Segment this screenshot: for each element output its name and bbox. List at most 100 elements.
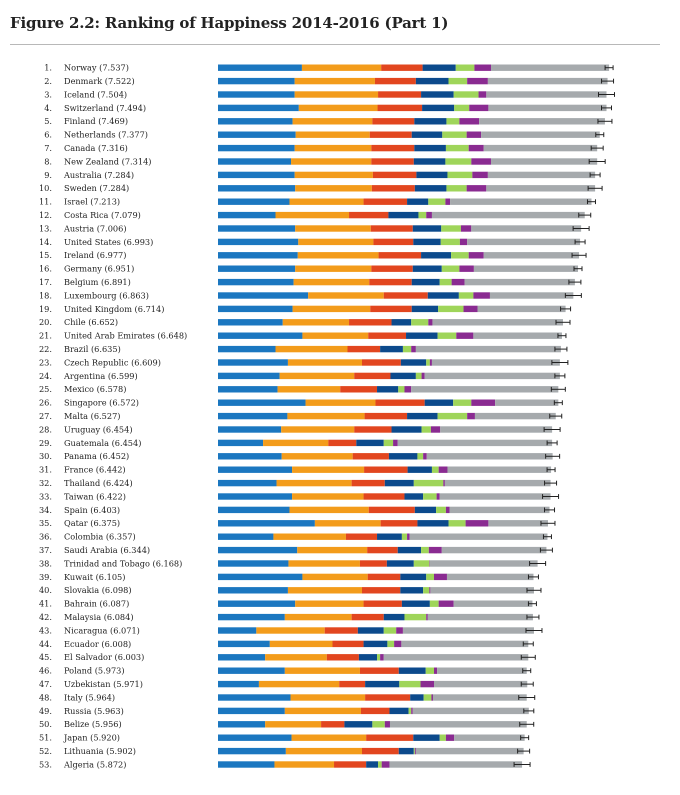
confidence-interval [553,400,563,406]
life-expectancy-segment [362,747,399,755]
generosity-segment [378,761,382,768]
social-support-segment [289,198,364,205]
freedom-segment [383,613,405,621]
country-row: 22. Brazil (6.635) [39,344,568,354]
country-row: 46. Poland (5.973) [39,666,532,676]
dystopia-segment [464,278,575,286]
life-expectancy-segment [339,680,366,688]
rank-label: 32. [39,478,52,488]
rank-label: 34. [39,505,52,515]
country-row: 37. Saudi Arabia (6.344) [39,545,553,555]
freedom-segment [413,158,446,165]
life-expectancy-segment [375,399,425,406]
corruption-segment [465,520,489,527]
rank-label: 31. [39,465,52,475]
dystopia-segment [489,292,574,299]
country-label: United Kingdom (6.714) [64,304,164,314]
generosity-segment [372,721,385,728]
social-support-segment [265,654,327,661]
freedom-segment [389,707,409,715]
generosity-segment [413,479,444,487]
country-label: Sweden (7.284) [64,183,129,193]
country-label: Germany (6.951) [64,264,134,274]
generosity-segment [441,225,461,232]
rank-label: 43. [39,625,52,635]
dystopia-segment [432,319,563,326]
dystopia-segment [486,91,607,98]
rank-label: 48. [39,692,52,702]
life-expectancy-segment [366,734,414,741]
rank-label: 26. [39,398,52,408]
life-expectancy-segment [369,278,412,286]
social-support-segment [265,721,322,728]
generosity-segment [383,439,394,447]
dystopia-segment [487,171,596,179]
life-expectancy-segment [359,667,399,674]
rank-label: 29. [39,438,52,448]
freedom-segment [411,278,440,286]
rank-label: 30. [39,451,52,461]
country-label: Chile (6.652) [64,317,118,327]
life-expectancy-segment [364,412,408,420]
country-row: 36. Colombia (6.357) [39,532,552,542]
confidence-interval [571,252,587,258]
confidence-interval [513,762,531,767]
country-row: 32. Thailand (6.424) [39,478,558,488]
confidence-interval [588,159,606,164]
freedom-segment [391,319,412,326]
generosity-segment [404,613,427,621]
country-row: 26. Singapore (6.572) [39,398,563,408]
country-row: 41. Bahrain (6.087) [39,599,537,609]
dystopia-segment [409,533,548,540]
country-label: El Salvador (6.003) [64,652,144,662]
generosity-segment [439,734,446,741]
gdp-segment [218,332,303,339]
gdp-segment [218,573,303,581]
country-label: Luxembourg (6.863) [64,290,149,300]
generosity-segment [438,305,464,313]
corruption-segment [471,399,496,406]
generosity-segment [421,546,429,554]
social-support-segment [284,667,360,674]
confidence-interval [520,681,534,687]
confidence-interval [544,480,558,486]
corruption-segment [434,573,447,581]
rank-label: 19. [39,304,52,314]
corruption-segment [428,546,442,554]
gdp-segment [218,144,295,152]
dystopia-segment [490,158,598,165]
generosity-segment [399,680,421,688]
country-label: Norway (7.537) [64,63,129,73]
corruption-segment [426,211,432,219]
country-row: 52. Lithuania (5.902) [39,746,531,756]
country-label: Argentina (6.599) [63,371,138,381]
country-label: Bahrain (6.087) [64,599,129,609]
generosity-segment [411,319,429,326]
gdp-segment [218,707,285,715]
gdp-segment [218,439,264,447]
rank-label: 23. [39,357,52,367]
dystopia-segment [434,680,528,688]
gdp-segment [218,198,290,205]
country-row: 20. Chile (6.652) [39,317,571,327]
dystopia-segment [430,587,534,594]
gdp-segment [218,131,296,138]
life-expectancy-segment [351,479,385,487]
life-expectancy-segment [371,185,415,192]
generosity-segment [445,158,472,165]
dystopia-segment [415,345,561,353]
confidence-interval [560,306,572,312]
country-row: 49. Russia (5.963) [39,706,535,716]
generosity-segment [425,667,435,674]
generosity-segment [426,573,435,581]
social-support-segment [297,252,379,259]
corruption-segment [411,707,413,715]
rank-label: 51. [39,733,52,743]
country-label: Malaysia (6.084) [64,612,134,622]
country-label: Japan (5.920) [63,733,120,743]
generosity-segment [429,600,439,607]
confidence-interval [564,293,582,298]
social-support-segment [258,680,340,688]
rank-label: 24. [39,371,52,381]
rank-label: 7. [44,143,52,153]
